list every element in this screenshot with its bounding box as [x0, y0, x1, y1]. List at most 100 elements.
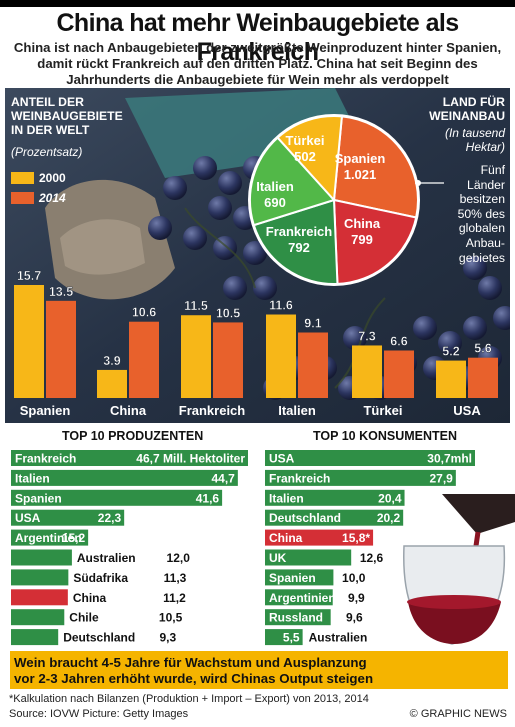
hbar-value-label: 15,8*	[342, 531, 370, 545]
hbar-frankreich	[11, 450, 248, 466]
bar-value-label: 5.2	[442, 345, 459, 359]
pie-note-line: Fünf	[480, 163, 505, 177]
hbar-südafrika	[11, 569, 69, 586]
pie-value: 690	[264, 195, 286, 210]
grape-icon	[163, 176, 187, 200]
hbar-category-label: UK	[269, 551, 287, 565]
grape-icon	[193, 156, 217, 180]
hbar-category-label: China	[73, 591, 107, 605]
hbar-category-label: Spanien	[269, 571, 316, 585]
photo-background	[5, 88, 510, 423]
consumers-chart: USA 30,7mhl Frankreich 27,9 Italien 20,4 Deuts…	[265, 450, 475, 646]
pie-title-line-2: WEINANBAU	[429, 109, 505, 123]
hbar-chile	[11, 609, 65, 626]
bar-title-line-3: IN DER WELT	[11, 123, 90, 138]
bar-china-2014	[129, 321, 159, 398]
grape-icon	[208, 196, 232, 220]
grape-icon	[413, 316, 437, 340]
hbar-argentinien	[265, 589, 333, 606]
pie-value: 502	[294, 149, 316, 164]
hbar-usa	[265, 450, 475, 466]
hbar-value-label: 11,3	[164, 571, 187, 585]
hbar-value-label: 12,0	[167, 551, 191, 565]
hbar-italien	[11, 469, 238, 486]
hbar-category-label: USA	[269, 452, 295, 466]
hbar-value-label: 20,4	[378, 491, 402, 505]
bar-category-label: Spanien	[20, 403, 71, 418]
bar-china-2000	[97, 369, 127, 398]
vineyard-photo	[5, 88, 510, 423]
hbar-value-label: 10,0	[342, 571, 366, 585]
hbar-value-label: 30,7mhl	[427, 452, 472, 466]
pie-title-line-1: LAND FÜR	[442, 95, 505, 109]
bar-value-label: 5.6	[474, 342, 491, 356]
page-subtitle: China ist nach Anbaugebieten der zweitgr…	[13, 40, 502, 87]
hbar-value-label: 5,5	[283, 631, 300, 645]
bar-value-label: 6.6	[390, 334, 407, 348]
top-rule	[0, 0, 515, 7]
hbar-australien	[11, 549, 72, 566]
page-title: China hat mehr Weinbaugebiete als Frankr…	[56, 9, 459, 66]
hbar-category-label: Südafrika	[73, 571, 128, 585]
bar-value-label: 10.5	[216, 306, 240, 320]
hbar-value-label: 46,7 Mill. Hektoliter	[136, 452, 245, 466]
bar-value-label: 7.3	[358, 329, 375, 343]
pie-value: 1.021	[344, 167, 377, 182]
pie-note-line: gebietes	[458, 250, 505, 265]
hbar-australien	[265, 629, 303, 646]
pie-label: Türkei	[285, 133, 324, 148]
legend-swatch-2014	[11, 192, 34, 204]
source-line: Source: IOVW Picture: Getty Images	[9, 708, 189, 720]
grape-icon	[218, 171, 242, 195]
hbar-category-label: Russland	[269, 611, 323, 625]
pie-slice-spanien	[332, 115, 419, 219]
hbar-china	[265, 529, 374, 546]
grape-icon	[438, 331, 462, 355]
bar-value-label: 13.5	[49, 285, 73, 299]
info-callout	[10, 651, 508, 689]
hbar-category-label: Italien	[15, 471, 50, 485]
hbar-category-label: USA	[15, 511, 41, 525]
info-callout-text: Wein braucht 4-5 Jahre für Wachstum und …	[14, 655, 508, 687]
pie-slice-türkei	[276, 115, 343, 203]
bar-frankreich-2014	[213, 322, 243, 398]
legend-label-2000: 2000	[39, 171, 66, 185]
bar-spanien-2014	[46, 300, 76, 398]
bar-category-label: China	[110, 403, 147, 418]
hbar-category-label: Spanien	[15, 491, 62, 505]
legend-swatch-2000	[11, 172, 34, 184]
footnote: *Kalkulation nach Bilanzen (Produktion +…	[9, 693, 369, 705]
pie-slice-china	[332, 198, 418, 285]
hbar-value-label: 9,9	[348, 591, 365, 605]
hbar-value-label: 41,6	[196, 491, 220, 505]
hbar-value-label: 12,6	[360, 551, 384, 565]
bar-italien-2000	[266, 314, 296, 398]
pie-value: 799	[351, 232, 373, 247]
hbar-usa	[11, 509, 125, 526]
grape-icon	[343, 326, 367, 350]
hbar-value-label: 22,3	[98, 511, 122, 525]
pie-note-line: besitzen	[459, 192, 505, 207]
hbar-category-label: Argentinien	[269, 591, 336, 605]
grape-icon	[223, 276, 247, 300]
pie-note: Fünf Länder besitzen 50% des globalen An…	[425, 163, 505, 265]
hbar-category-label: Italien	[269, 491, 304, 505]
pie-chart-title: LAND FÜR WEINANBAU	[400, 95, 505, 123]
hbar-value-label: 9,6	[346, 611, 363, 625]
hbar-frankreich	[265, 469, 456, 486]
pie-label: Spanien	[335, 151, 386, 166]
bar-value-label: 15.7	[17, 269, 41, 283]
bar-title-line-1: ANTEIL DER	[11, 95, 84, 109]
pie-chart-unit: (In tausend Hektar)	[400, 126, 505, 154]
grape-icon	[253, 276, 277, 300]
pie-slice-frankreich	[252, 198, 339, 285]
producers-chart: Frankreich 46,7 Mill. Hektoliter Italien 44…	[11, 450, 248, 646]
bar-title-line-2: WEINBAUGEBIETE	[11, 109, 123, 124]
bar-türkei-2014	[384, 350, 414, 398]
hbar-value-label: 27,9	[429, 471, 453, 485]
bar-italien-2014	[298, 332, 328, 398]
hbar-category-label: Frankreich	[269, 471, 330, 485]
bar-value-label: 11.6	[269, 299, 293, 313]
pie-note-line: globalen	[458, 221, 505, 236]
